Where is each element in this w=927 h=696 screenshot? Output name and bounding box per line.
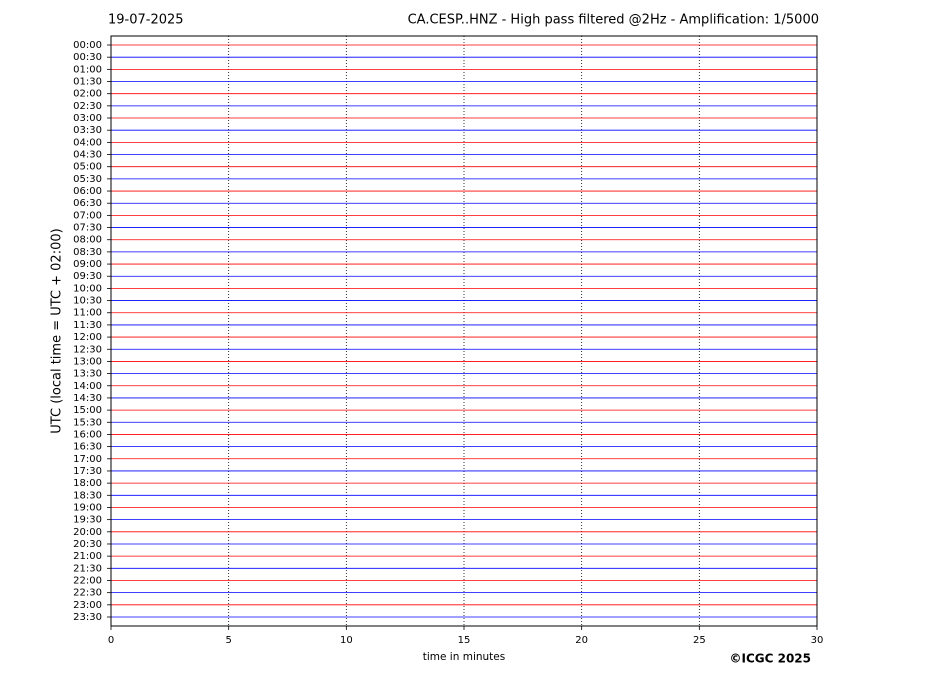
y-tick-label: 22:00 bbox=[73, 575, 102, 586]
y-tick-label: 12:00 bbox=[73, 332, 102, 343]
y-tick-label: 20:30 bbox=[73, 539, 102, 550]
y-tick-label: 14:00 bbox=[73, 381, 102, 392]
chart-title: CA.CESP..HNZ - High pass filtered @2Hz -… bbox=[408, 13, 819, 28]
x-axis-label: time in minutes bbox=[423, 651, 505, 663]
y-tick-label: 18:30 bbox=[73, 490, 102, 501]
x-tick-label: 25 bbox=[693, 635, 706, 646]
y-tick-label: 10:00 bbox=[73, 283, 102, 294]
y-tick-label: 05:00 bbox=[73, 162, 102, 173]
y-tick-label: 00:00 bbox=[73, 40, 102, 51]
y-tick-label: 23:30 bbox=[73, 612, 102, 623]
y-tick-label: 05:30 bbox=[73, 174, 102, 185]
y-tick-label: 08:00 bbox=[73, 235, 102, 246]
y-tick-label: 13:30 bbox=[73, 369, 102, 380]
y-tick-label: 20:00 bbox=[73, 527, 102, 538]
y-tick-label: 03:30 bbox=[73, 125, 102, 136]
y-tick-label: 14:30 bbox=[73, 393, 102, 404]
y-tick-label: 00:30 bbox=[73, 52, 102, 63]
y-tick-label: 11:00 bbox=[73, 308, 102, 319]
y-tick-label: 10:30 bbox=[73, 296, 102, 307]
y-tick-label: 03:00 bbox=[73, 113, 102, 124]
x-tick-label: 20 bbox=[575, 635, 588, 646]
x-tick-label: 10 bbox=[340, 635, 353, 646]
x-tick-label: 5 bbox=[225, 635, 231, 646]
y-tick-label: 02:00 bbox=[73, 89, 102, 100]
y-tick-label: 09:00 bbox=[73, 259, 102, 270]
y-tick-label: 21:30 bbox=[73, 563, 102, 574]
x-tick-label: 15 bbox=[458, 635, 471, 646]
y-tick-label: 22:30 bbox=[73, 588, 102, 599]
y-tick-label: 21:00 bbox=[73, 551, 102, 562]
y-tick-label: 08:30 bbox=[73, 247, 102, 258]
credit: ©ICGC 2025 bbox=[729, 652, 811, 666]
date: 19-07-2025 bbox=[108, 13, 184, 28]
y-tick-label: 07:30 bbox=[73, 223, 102, 234]
y-tick-label: 02:30 bbox=[73, 101, 102, 112]
y-tick-label: 16:30 bbox=[73, 442, 102, 453]
y-tick-label: 09:30 bbox=[73, 271, 102, 282]
y-tick-label: 23:00 bbox=[73, 600, 102, 611]
y-tick-label: 01:30 bbox=[73, 77, 102, 88]
y-tick-label: 07:00 bbox=[73, 210, 102, 221]
x-tick-label: 30 bbox=[811, 635, 824, 646]
y-tick-label: 04:30 bbox=[73, 150, 102, 161]
y-tick-label: 16:00 bbox=[73, 429, 102, 440]
x-tick-label: 0 bbox=[108, 635, 114, 646]
y-tick-label: 17:30 bbox=[73, 466, 102, 477]
y-tick-label: 19:30 bbox=[73, 515, 102, 526]
y-tick-label: 19:00 bbox=[73, 502, 102, 513]
y-tick-label: 15:30 bbox=[73, 417, 102, 428]
y-tick-label: 17:00 bbox=[73, 454, 102, 465]
y-tick-label: 18:00 bbox=[73, 478, 102, 489]
plot-frame bbox=[110, 35, 818, 627]
y-tick-label: 15:00 bbox=[73, 405, 102, 416]
y-tick-label: 13:00 bbox=[73, 356, 102, 367]
y-tick-label: 04:00 bbox=[73, 137, 102, 148]
y-tick-label: 06:00 bbox=[73, 186, 102, 197]
y-axis-label: UTC (local time = UTC + 02:00) bbox=[50, 228, 65, 433]
y-tick-label: 11:30 bbox=[73, 320, 102, 331]
y-tick-label: 06:30 bbox=[73, 198, 102, 209]
y-tick-label: 12:30 bbox=[73, 344, 102, 355]
y-tick-label: 01:00 bbox=[73, 64, 102, 75]
